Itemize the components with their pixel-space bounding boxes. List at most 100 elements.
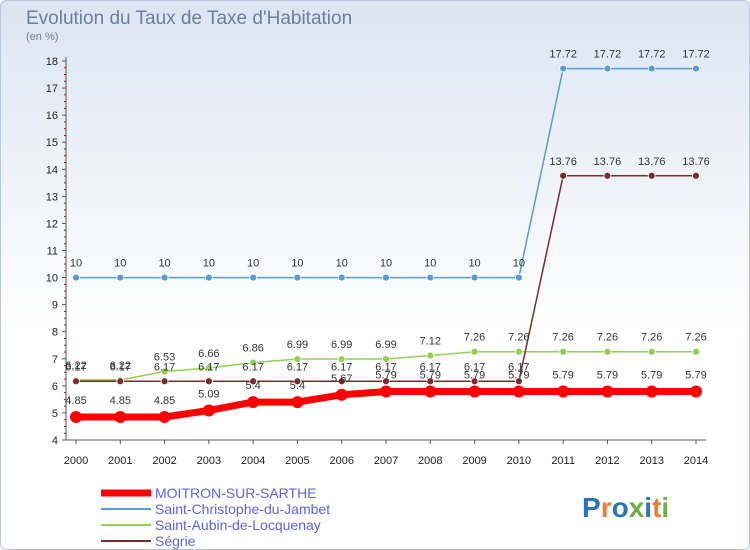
data-point [204,364,213,372]
data-point [291,396,304,409]
data-label: 6.86 [242,343,263,355]
data-point [247,396,260,409]
data-point [160,377,169,386]
data-label: 17.72 [638,49,666,61]
data-label: 10 [158,258,170,270]
chart-title: Evolution du Taux de Taxe d'Habitation [26,8,352,29]
data-point [72,273,80,282]
data-label: 5.67 [331,373,352,385]
data-label: 5.4 [245,380,260,392]
data-label: 6.66 [198,348,219,360]
x-tick-label: 2006 [329,455,353,467]
logo-letter: P [582,492,601,523]
data-point [426,377,435,386]
y-tick-label: 16 [46,110,58,122]
data-label: 6.17 [154,361,175,373]
data-label: 4.85 [154,395,175,407]
legend: MOITRON-SUR-SARTHESaint-Christophe-du-Ja… [101,485,330,549]
data-point [114,410,127,423]
data-point [470,377,479,386]
data-point [426,273,435,282]
logo-text: Proxiti [582,492,669,523]
data-point [249,377,258,386]
data-point [603,347,612,356]
data-label: 7.26 [552,332,573,344]
data-label: 10 [247,258,259,270]
data-label: 13.76 [638,156,666,168]
x-tick-label: 2005 [285,455,309,467]
x-tick-label: 2007 [374,455,398,467]
y-tick-label: 11 [47,246,58,258]
data-point [160,367,169,376]
y-tick-label: 5 [52,408,58,420]
x-tick-label: 2009 [462,455,486,467]
data-point [204,377,213,386]
data-point [337,273,346,282]
data-label: 5.4 [290,380,305,392]
x-tick-label: 2003 [197,455,221,467]
data-label: 10 [336,258,348,270]
data-label: 6.17 [375,361,396,373]
data-label: 10 [114,258,126,270]
data-point [512,385,525,398]
y-tick-label: 12 [46,218,58,230]
series-layer [70,64,702,423]
x-tick-label: 2014 [684,455,708,467]
legend-label: Saint-Aubin-de-Locquenay [155,517,321,533]
data-point [160,273,169,282]
data-point [468,385,481,398]
y-tick-label: 4 [52,435,58,447]
data-label: 6.17 [508,361,529,373]
data-point [470,273,479,282]
data-label: 5.79 [552,370,573,382]
data-label: 7.26 [641,332,662,344]
data-label: 10 [380,258,392,270]
data-point [692,171,700,180]
data-label: 17.72 [549,49,577,61]
legend-label: Saint-Christophe-du-Jambet [155,501,330,517]
data-label: 7.26 [464,332,485,344]
data-label: 10 [513,258,525,270]
data-label: 6.17 [420,361,441,373]
data-label: 6.99 [331,339,352,351]
data-label: 5.79 [464,370,485,382]
proxiti-logo: Proxiti [582,492,669,523]
data-point [603,64,612,73]
y-tick-label: 15 [46,137,58,149]
data-point [647,347,656,356]
data-label: 7.26 [685,332,706,344]
data-label: 6.53 [154,352,175,364]
data-label: 6.22 [65,360,86,372]
data-point [72,377,80,386]
series-line [75,67,697,279]
data-label: 10 [203,258,215,270]
axes: 4 5 6 7 8 9 10 11 12 13 14 15 16 17 18 2000 2001 2002 2003… [46,56,708,467]
data-label: 6.17 [65,361,86,373]
data-label: 13.76 [682,156,710,168]
x-tick-label: 2008 [418,455,442,467]
data-point [70,410,82,423]
x-tick-label: 2011 [551,455,575,467]
data-label: 7.26 [597,332,618,344]
logo-letter: t [652,492,661,523]
y-tick-label: 9 [52,300,58,312]
logo-letter: i [661,492,669,523]
data-point [116,377,125,386]
data-point [647,171,656,180]
data-point [293,377,302,386]
data-label: 5.79 [641,370,662,382]
data-label: 4.85 [110,395,131,407]
data-point [337,377,346,386]
data-point [601,385,614,398]
chart-subtitle: (en %) [26,31,58,43]
data-label: 10 [424,258,436,270]
data-point [382,273,390,282]
data-point [335,388,348,401]
data-point [426,351,435,360]
data-point [204,273,213,282]
data-point [337,355,346,363]
data-label: 6.22 [110,360,131,372]
y-tick-label: 14 [46,164,58,176]
data-point [557,385,570,398]
